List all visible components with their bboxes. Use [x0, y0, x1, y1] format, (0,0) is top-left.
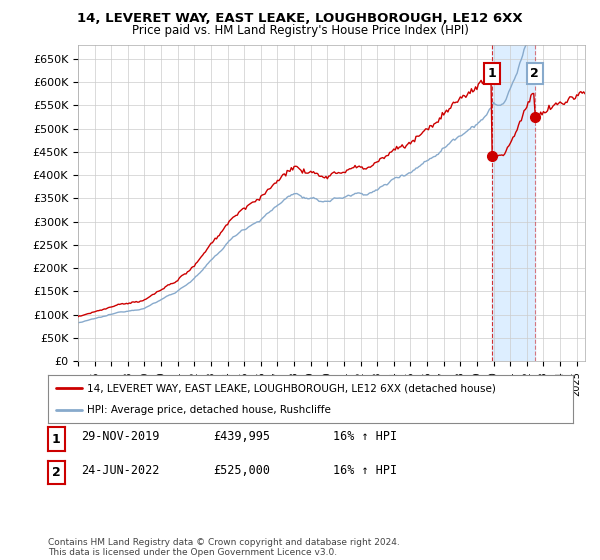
Text: Price paid vs. HM Land Registry's House Price Index (HPI): Price paid vs. HM Land Registry's House … — [131, 24, 469, 36]
Bar — [492, 45, 535, 361]
Text: £439,995: £439,995 — [213, 430, 270, 444]
Text: 1: 1 — [488, 67, 496, 80]
Text: 1: 1 — [52, 432, 61, 446]
Text: HPI: Average price, detached house, Rushcliffe: HPI: Average price, detached house, Rush… — [88, 405, 331, 415]
Text: £525,000: £525,000 — [213, 464, 270, 477]
Text: 24-JUN-2022: 24-JUN-2022 — [81, 464, 160, 477]
Text: 16% ↑ HPI: 16% ↑ HPI — [333, 464, 397, 477]
Text: 2: 2 — [52, 466, 61, 479]
Text: 14, LEVERET WAY, EAST LEAKE, LOUGHBOROUGH, LE12 6XX: 14, LEVERET WAY, EAST LEAKE, LOUGHBOROUG… — [77, 12, 523, 25]
Text: 16% ↑ HPI: 16% ↑ HPI — [333, 430, 397, 444]
Text: Contains HM Land Registry data © Crown copyright and database right 2024.
This d: Contains HM Land Registry data © Crown c… — [48, 538, 400, 557]
Text: 14, LEVERET WAY, EAST LEAKE, LOUGHBOROUGH, LE12 6XX (detached house): 14, LEVERET WAY, EAST LEAKE, LOUGHBOROUG… — [88, 383, 496, 393]
Text: 29-NOV-2019: 29-NOV-2019 — [81, 430, 160, 444]
Text: 2: 2 — [530, 67, 539, 80]
